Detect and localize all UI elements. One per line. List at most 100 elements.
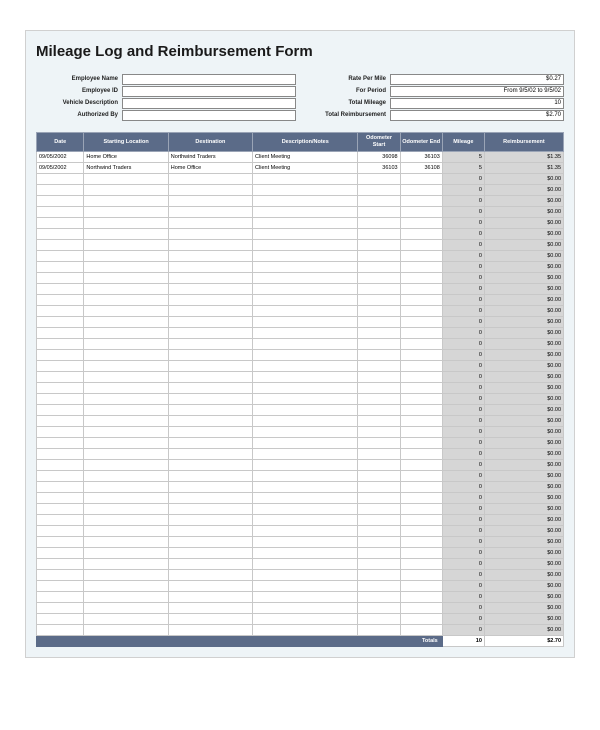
cell[interactable] [84,603,168,614]
cell[interactable] [84,537,168,548]
cell[interactable] [84,328,168,339]
cell[interactable] [253,537,358,548]
cell[interactable] [358,317,400,328]
cell[interactable] [84,207,168,218]
cell[interactable] [358,394,400,405]
table-row[interactable]: 09/05/2002Northwind TradersHome OfficeCl… [37,163,564,174]
cell[interactable] [168,196,252,207]
cell[interactable] [400,361,442,372]
cell[interactable] [400,229,442,240]
table-row[interactable]: 0$0.00 [37,493,564,504]
cell[interactable] [37,416,84,427]
table-row[interactable]: 0$0.00 [37,350,564,361]
table-row[interactable]: 0$0.00 [37,229,564,240]
cell[interactable] [400,372,442,383]
cell[interactable] [37,317,84,328]
cell[interactable] [253,218,358,229]
cell[interactable] [37,295,84,306]
cell[interactable] [168,207,252,218]
table-row[interactable]: 0$0.00 [37,460,564,471]
table-row[interactable]: 0$0.00 [37,405,564,416]
cell[interactable] [253,394,358,405]
cell[interactable] [253,625,358,636]
cell[interactable] [400,526,442,537]
cell[interactable] [168,427,252,438]
cell[interactable] [400,482,442,493]
table-row[interactable]: 0$0.00 [37,570,564,581]
table-row[interactable]: 0$0.00 [37,284,564,295]
cell[interactable] [400,438,442,449]
cell[interactable] [84,185,168,196]
cell[interactable]: Client Meeting [253,152,358,163]
cell[interactable] [358,603,400,614]
cell[interactable] [37,196,84,207]
table-row[interactable]: 0$0.00 [37,559,564,570]
cell[interactable] [84,240,168,251]
cell[interactable] [358,526,400,537]
cell[interactable] [168,493,252,504]
cell[interactable] [84,251,168,262]
cell[interactable]: 36108 [400,163,442,174]
cell[interactable] [400,603,442,614]
cell[interactable] [168,284,252,295]
cell[interactable] [358,306,400,317]
cell[interactable]: 09/05/2002 [37,163,84,174]
cell[interactable] [358,537,400,548]
cell[interactable] [400,262,442,273]
cell[interactable] [37,185,84,196]
cell[interactable] [400,405,442,416]
cell[interactable] [400,240,442,251]
cell[interactable] [358,196,400,207]
table-row[interactable]: 0$0.00 [37,449,564,460]
cell[interactable] [84,493,168,504]
table-row[interactable]: 0$0.00 [37,174,564,185]
table-row[interactable]: 0$0.00 [37,361,564,372]
cell[interactable] [358,383,400,394]
table-row[interactable]: 0$0.00 [37,416,564,427]
input-employee-name[interactable] [122,74,296,85]
cell[interactable] [400,515,442,526]
table-row[interactable]: 0$0.00 [37,339,564,350]
cell[interactable] [253,328,358,339]
cell[interactable] [253,273,358,284]
cell[interactable] [84,383,168,394]
cell[interactable] [84,449,168,460]
cell[interactable] [84,218,168,229]
table-row[interactable]: 0$0.00 [37,537,564,548]
cell[interactable] [168,405,252,416]
cell[interactable] [253,207,358,218]
cell[interactable] [84,515,168,526]
cell[interactable] [400,493,442,504]
cell[interactable] [37,207,84,218]
cell[interactable] [168,306,252,317]
cell[interactable] [400,273,442,284]
cell[interactable]: 36098 [358,152,400,163]
cell[interactable] [400,174,442,185]
table-row[interactable]: 0$0.00 [37,592,564,603]
cell[interactable] [358,251,400,262]
cell[interactable] [358,284,400,295]
cell[interactable] [37,526,84,537]
cell[interactable] [358,614,400,625]
cell[interactable] [168,295,252,306]
cell[interactable] [168,361,252,372]
cell[interactable] [253,240,358,251]
cell[interactable] [358,438,400,449]
cell[interactable] [358,361,400,372]
table-row[interactable]: 0$0.00 [37,218,564,229]
cell[interactable] [400,185,442,196]
cell[interactable]: 09/05/2002 [37,152,84,163]
cell[interactable] [400,416,442,427]
cell[interactable] [84,570,168,581]
cell[interactable] [37,372,84,383]
cell[interactable] [84,592,168,603]
cell[interactable] [358,548,400,559]
cell[interactable] [37,361,84,372]
cell[interactable] [358,581,400,592]
cell[interactable] [168,570,252,581]
cell[interactable] [400,317,442,328]
cell[interactable] [253,526,358,537]
cell[interactable] [168,449,252,460]
cell[interactable] [358,372,400,383]
cell[interactable] [84,317,168,328]
